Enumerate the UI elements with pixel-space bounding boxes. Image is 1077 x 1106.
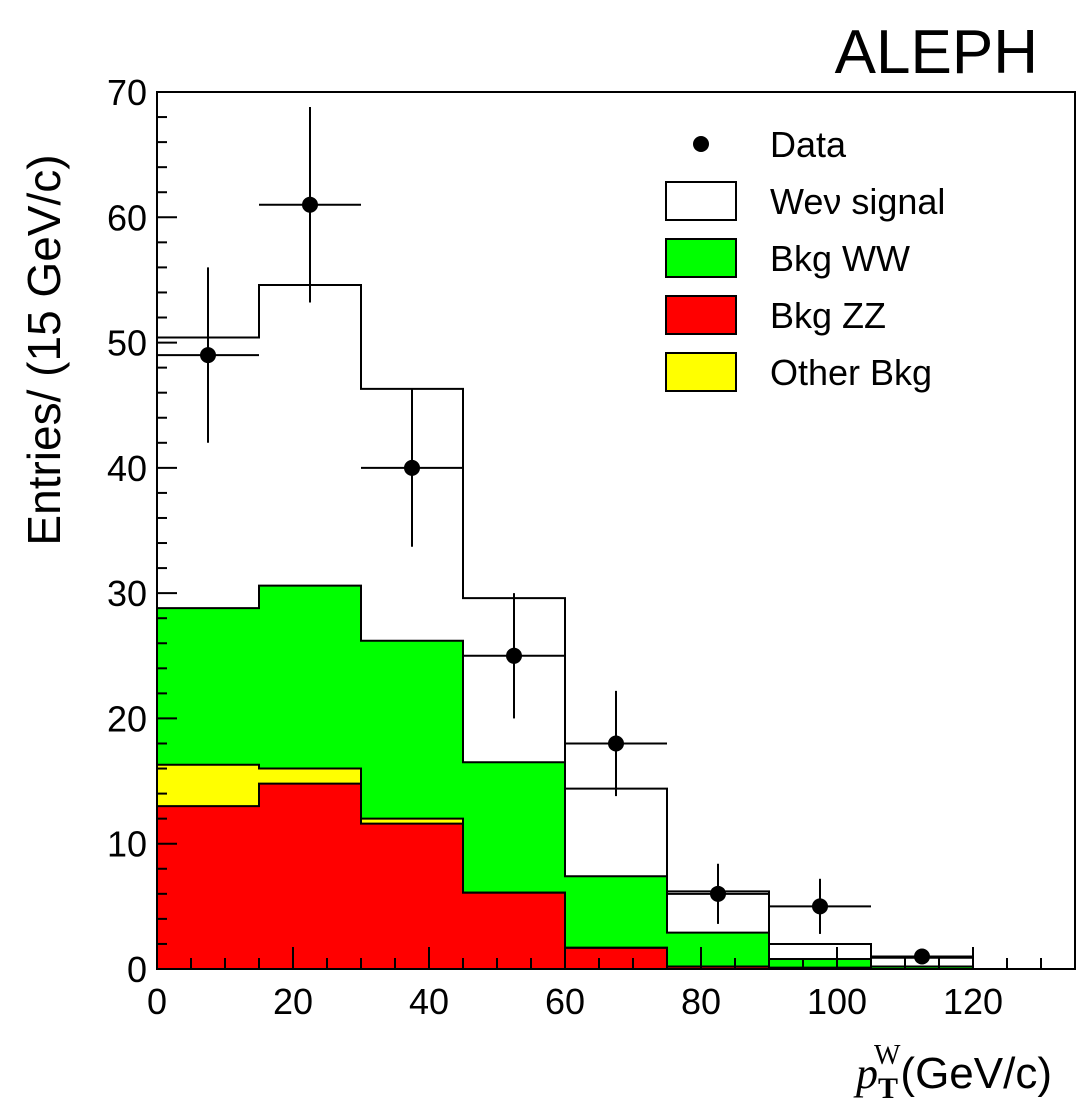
x-tick-label-120: 120 [943, 981, 1003, 1022]
legend-label-bkg-ww: Bkg WW [770, 238, 910, 279]
x-tick-label-20: 20 [273, 981, 313, 1022]
plot-frame [156, 91, 1076, 970]
legend: Data Weν signal Bkg WW Bkg ZZ Other Bkg [665, 124, 945, 393]
data-point-1 [302, 196, 318, 213]
y-tick-label-40: 40 [107, 448, 147, 489]
x-tick-label-80: 80 [681, 981, 721, 1022]
x-axis-label-subscript: T [878, 1072, 898, 1105]
bar-bkg-zz-4 [565, 947, 667, 969]
y-tick-label-70: 70 [107, 72, 147, 113]
legend-marker-data [693, 136, 709, 152]
x-axis-label-units: (GeV/c) [900, 1049, 1052, 1098]
x-tick-label-100: 100 [807, 981, 867, 1022]
data-point-2 [404, 459, 420, 476]
legend-label-bkg-zz: Bkg ZZ [770, 295, 886, 336]
chart-title: ALEPH [835, 18, 1038, 87]
bar-bkg-ww-5 [667, 932, 769, 969]
outline-wev-signal [156, 283, 974, 969]
data-points [157, 107, 973, 965]
data-point-6 [812, 898, 828, 915]
legend-label-we-signal: Weν signal [770, 181, 945, 222]
axes: 0 10 20 30 40 50 60 70 0 20 40 60 80 100 120 [107, 72, 1076, 1022]
x-axis-label-superscript: W [874, 1040, 901, 1071]
y-tick-label-30: 30 [107, 573, 147, 614]
data-point-7 [914, 948, 930, 965]
legend-label-data: Data [770, 124, 847, 165]
data-point-4 [608, 735, 624, 752]
bar-bkg-ww-7 [871, 966, 973, 969]
legend-label-other-bkg: Other Bkg [770, 352, 932, 393]
x-axis-label-symbol: p [853, 1049, 878, 1098]
bar-bkg-zz-2 [361, 823, 463, 969]
bar-bkg-zz-3 [463, 892, 565, 969]
x-tick-label-60: 60 [545, 981, 585, 1022]
legend-swatch-bkg-zz [665, 295, 737, 335]
bar-bkg-zz-5 [667, 966, 769, 969]
y-axis-label: Entries/ (15 GeV/c) [18, 154, 70, 545]
stacked-histogram-bars [157, 284, 973, 970]
bar-bkg-zz-0 [157, 806, 259, 969]
legend-swatch-we-signal [665, 181, 737, 221]
bar-bkg-zz-1 [259, 783, 361, 969]
legend-swatch-other-bkg [665, 352, 737, 392]
x-axis-label: pTW(GeV/c) [853, 1040, 1052, 1105]
y-tick-label-0: 0 [127, 949, 147, 990]
legend-swatch-bkg-ww [665, 238, 737, 278]
y-tick-label-50: 50 [107, 323, 147, 364]
data-point-5 [710, 885, 726, 902]
bar-bkg-ww-6 [769, 958, 871, 969]
x-tick-label-0: 0 [147, 981, 167, 1022]
y-tick-label-20: 20 [107, 698, 147, 739]
x-tick-label-40: 40 [409, 981, 449, 1022]
data-point-0 [200, 347, 216, 364]
y-tick-label-60: 60 [107, 197, 147, 238]
y-tick-label-10: 10 [107, 824, 147, 865]
data-point-3 [506, 647, 522, 664]
